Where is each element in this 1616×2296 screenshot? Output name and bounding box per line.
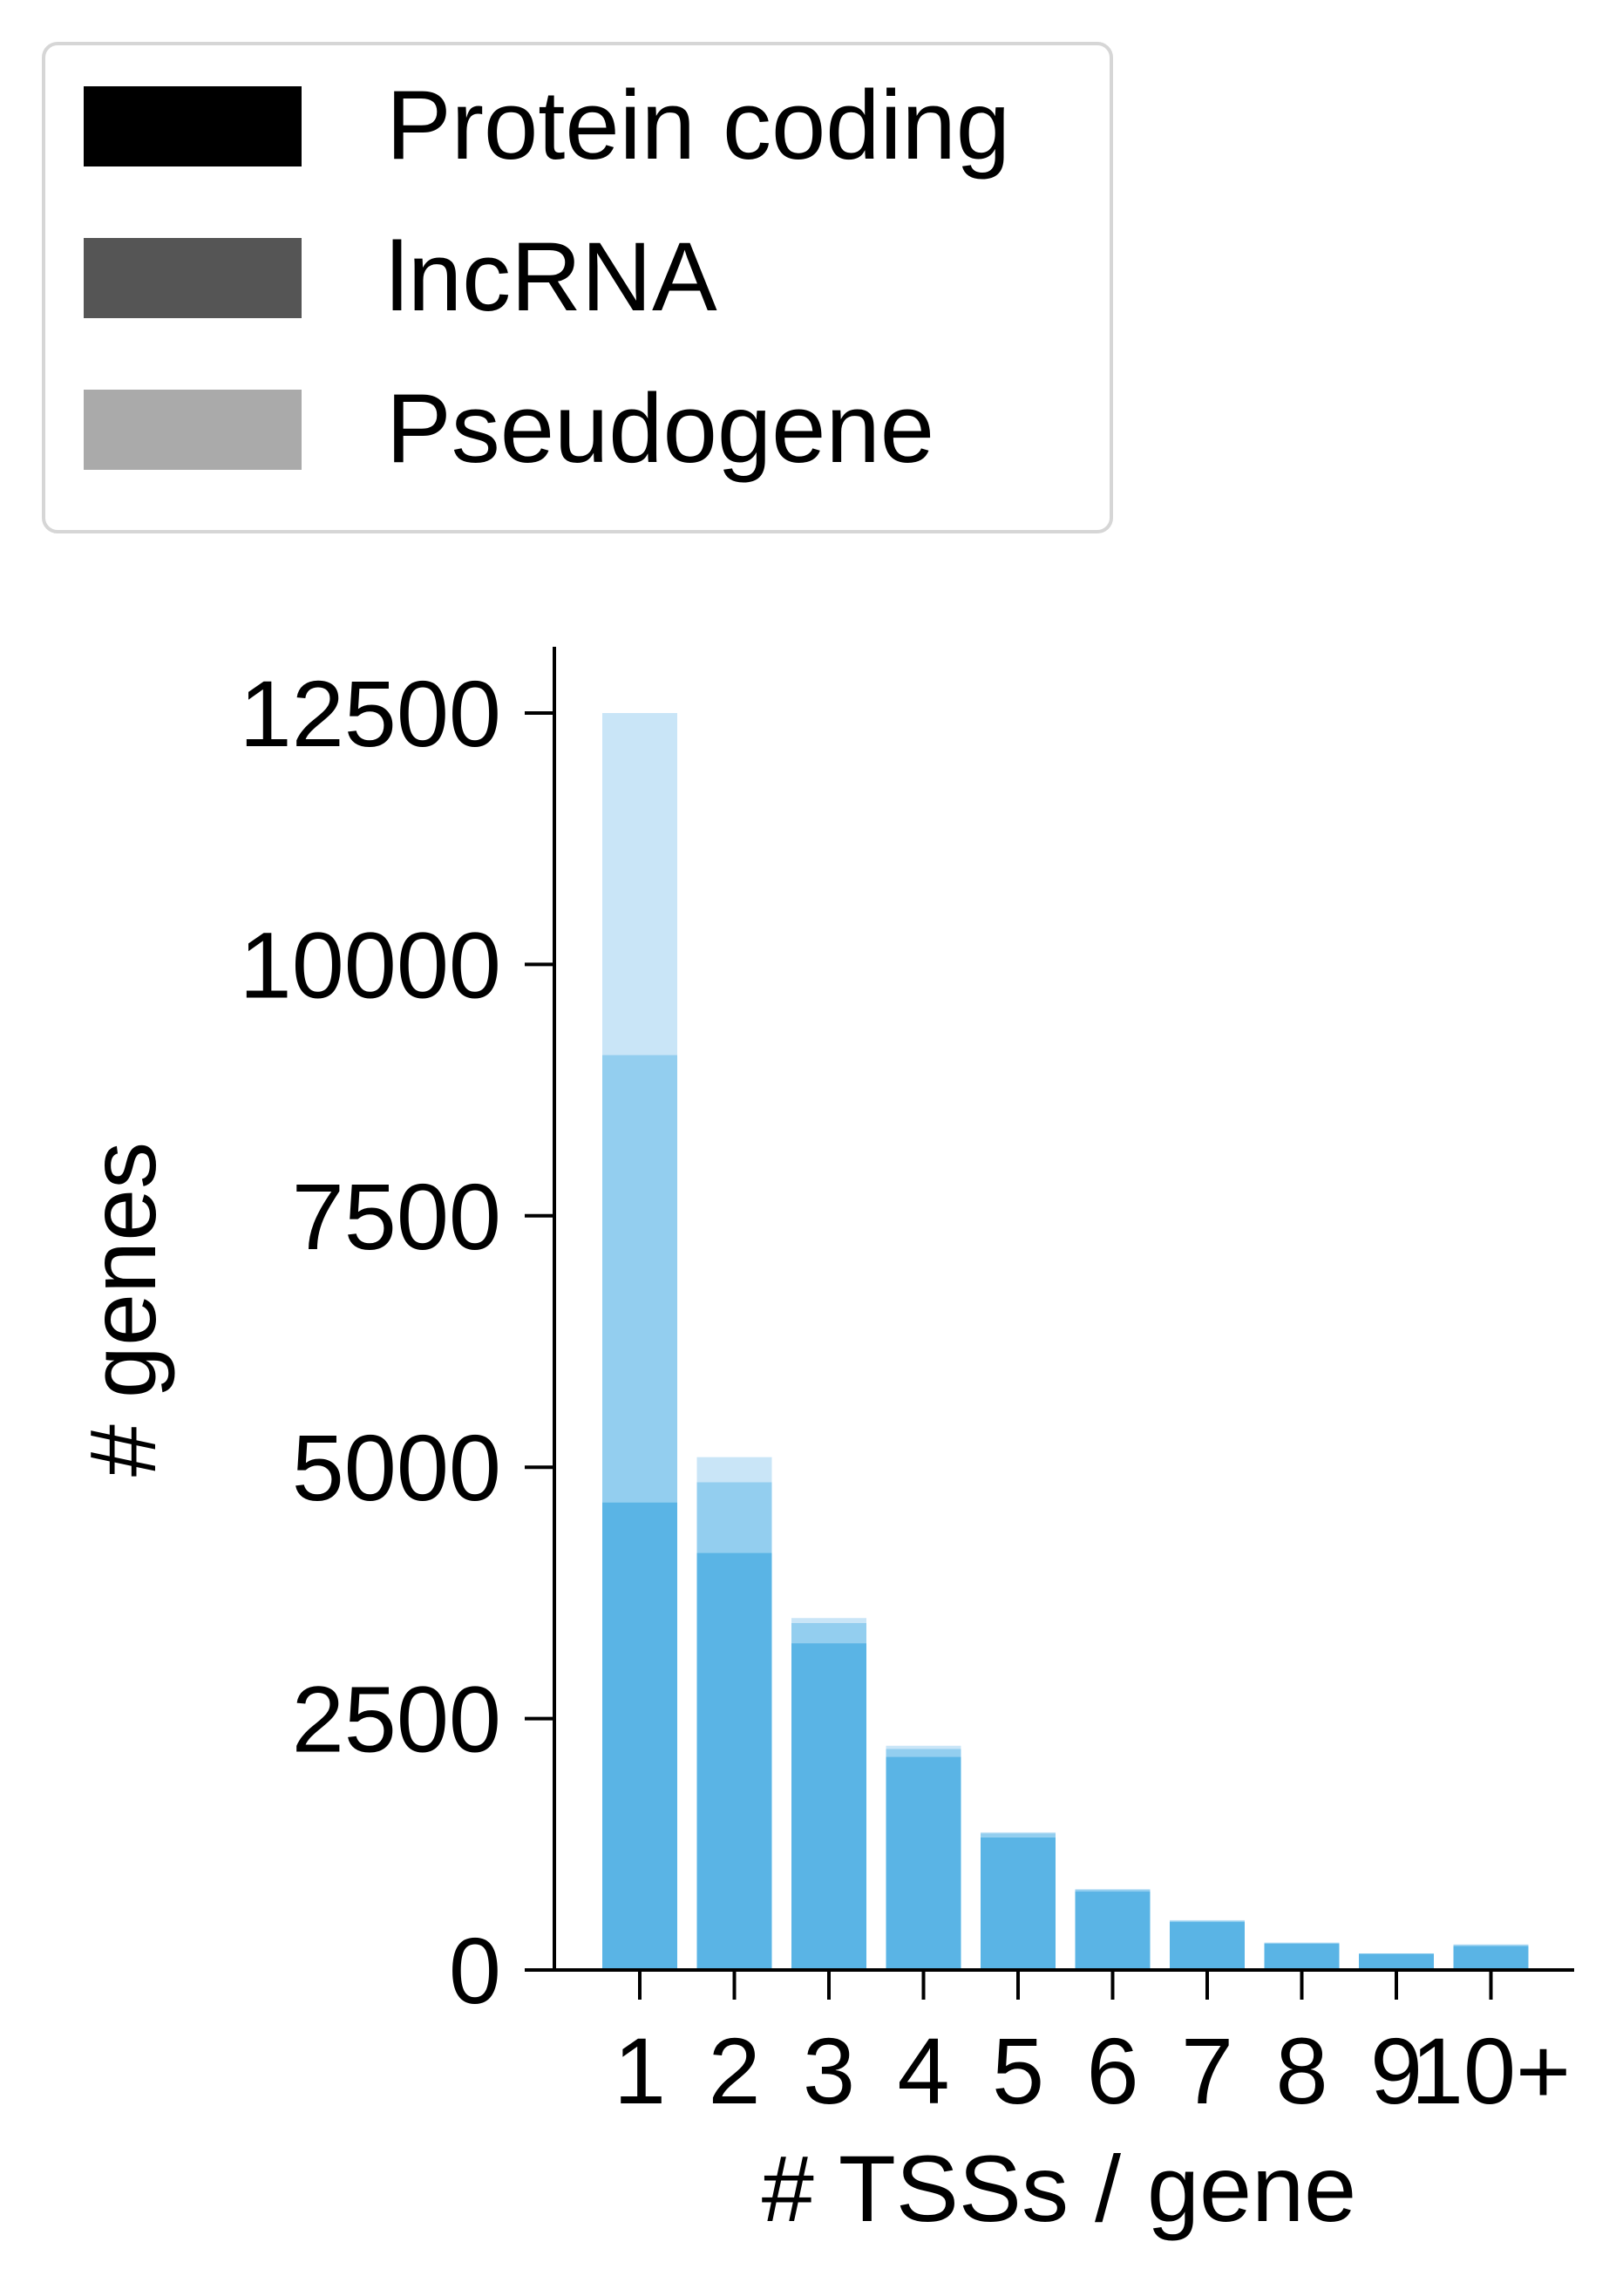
legend-entries: Protein coding lncRNA Pseudogene	[84, 71, 1010, 483]
bar-lncrna-8	[1264, 1942, 1340, 1945]
legend-swatch-3	[84, 390, 302, 470]
bar-pseudogene-5	[981, 1831, 1056, 1834]
bar-protein-coding-1	[602, 1502, 677, 1970]
bar-pseudogene-7	[1170, 1919, 1245, 1921]
bars	[602, 713, 1529, 1970]
x-ticks: 1 2 3 4 5 6 7 8 910+	[614, 1970, 1571, 2123]
bar-protein-coding-10plus	[1453, 1946, 1529, 1970]
bar-pseudogene-4	[886, 1745, 961, 1749]
x-tick-label-10plus: 10+	[1411, 2018, 1571, 2123]
bar-lncrna-10plus	[1453, 1945, 1529, 1946]
x-tick-label-6: 6	[1086, 2018, 1138, 2123]
bar-pseudogene-2	[696, 1457, 772, 1483]
y-tick-label-10000: 10000	[240, 912, 501, 1017]
y-tick-label-12500: 12500	[240, 661, 501, 766]
bar-lncrna-3	[791, 1623, 866, 1644]
legend-swatch-1	[84, 86, 302, 166]
bar-protein-coding-9	[1359, 1953, 1434, 1970]
bar-protein-coding-8	[1264, 1944, 1340, 1970]
legend-label-1: Protein coding	[386, 71, 1010, 180]
bar-protein-coding-6	[1075, 1892, 1151, 1970]
legend: Protein coding lncRNA Pseudogene	[42, 42, 1113, 533]
x-tick-label-3: 3	[803, 2018, 855, 2123]
legend-swatch-2	[84, 238, 302, 318]
bar-pseudogene-1	[602, 713, 677, 1056]
bar-protein-coding-2	[696, 1552, 772, 1970]
y-tick-label-7500: 7500	[292, 1164, 501, 1269]
legend-label-2: lncRNA	[386, 222, 717, 331]
bar-protein-coding-4	[886, 1756, 961, 1970]
bar-pseudogene-3	[791, 1618, 866, 1624]
x-tick-label-4: 4	[897, 2018, 949, 2123]
bar-lncrna-1	[602, 1055, 677, 1503]
y-tick-label-2500: 2500	[292, 1667, 501, 1772]
x-axis-title: # TSSs / gene	[762, 2136, 1356, 2241]
y-tick-label-0: 0	[449, 1918, 501, 2023]
axes	[526, 647, 1574, 1972]
legend-frame	[42, 42, 1113, 533]
bar-protein-coding-7	[1170, 1921, 1245, 1970]
bar-lncrna-5	[981, 1833, 1056, 1837]
legend-label-3: Pseudogene	[386, 374, 934, 483]
bar-pseudogene-8	[1264, 1942, 1340, 1943]
bar-pseudogene-10plus	[1453, 1944, 1529, 1946]
bar-pseudogene-6	[1075, 1889, 1151, 1890]
y-tick-label-5000: 5000	[292, 1415, 501, 1520]
x-tick-label-9: 9	[1370, 2018, 1422, 2123]
x-tick-label-7: 7	[1181, 2018, 1233, 2123]
bar-protein-coding-5	[981, 1837, 1056, 1970]
bar-lncrna-2	[696, 1482, 772, 1553]
bar-protein-coding-3	[791, 1643, 866, 1970]
x-tick-label-5: 5	[992, 2018, 1044, 2123]
x-tick-label-2: 2	[708, 2018, 760, 2123]
x-tick-label-1: 1	[614, 2018, 666, 2123]
x-tick-label-8: 8	[1275, 2018, 1327, 2123]
y-axis-title: # genes	[70, 1142, 175, 1477]
bar-lncrna-4	[886, 1749, 961, 1757]
bar-lncrna-7	[1170, 1920, 1245, 1922]
y-ticks: 0 2500 5000 7500 10000 12500	[240, 661, 554, 2023]
bar-lncrna-6	[1075, 1889, 1151, 1892]
bar-lncrna-9	[1359, 1953, 1434, 1954]
